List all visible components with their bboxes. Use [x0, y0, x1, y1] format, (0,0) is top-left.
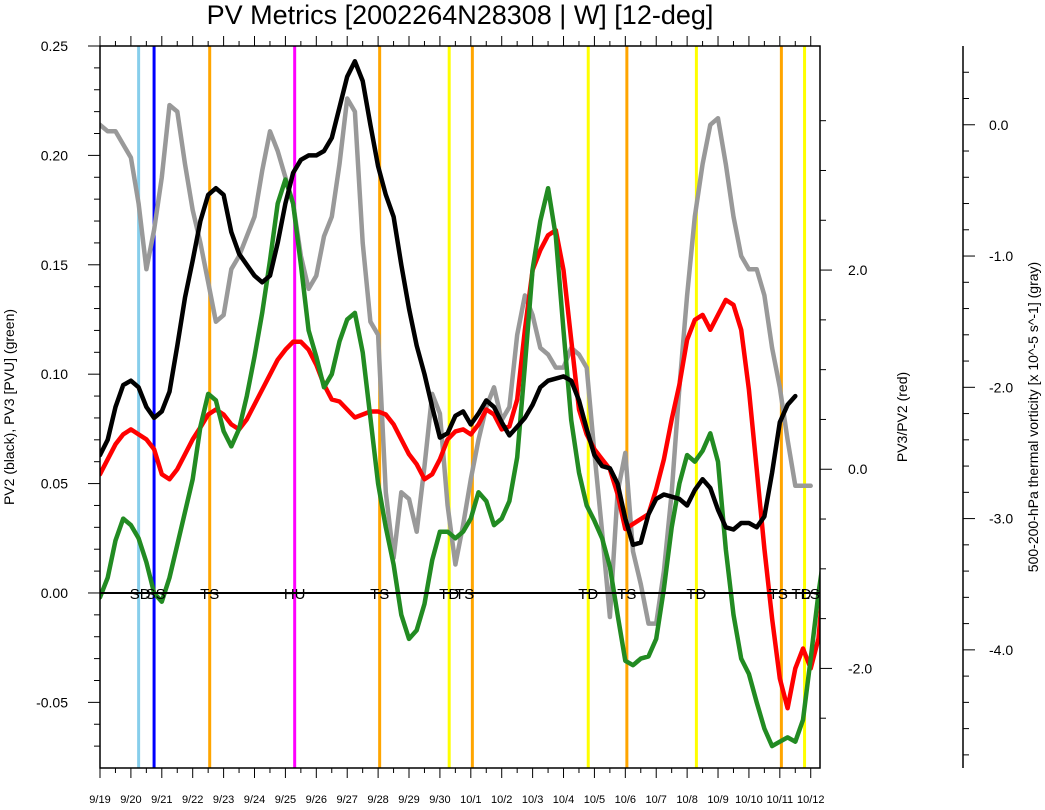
red-tick-label-2: 2.0	[848, 262, 868, 278]
stage-label-0: SD	[130, 586, 151, 603]
left-tick-label-6: 0.25	[41, 38, 68, 54]
left-tick-label-4: 0.15	[41, 257, 68, 273]
stage-label-2: TS	[200, 586, 219, 603]
x-axis-group: 9/19 9/20 9/21 9/22 9/23 9/24 9/25 9/26 9/27 9/28…	[89, 36, 825, 806]
gray-tick-label-0: -4.0	[989, 642, 1013, 658]
stage-label-7: TD	[578, 586, 598, 603]
gray-tick-label-3: -1.0	[989, 248, 1013, 264]
x-date-label-4: 9/23	[213, 794, 234, 805]
x-date-label-3: 9/22	[182, 794, 203, 805]
left-axis-group: -0.05 0.00 0.05 0.10 0.15 0.20 0.25	[36, 38, 100, 747]
gray-tick-label-4: 0.0	[989, 117, 1009, 133]
left-tick-label-2: 0.05	[41, 476, 68, 492]
x-date-label-20: 10/9	[707, 794, 728, 805]
left-axis-label: PV2 (black), PV3 [PVU] (green)	[1, 309, 17, 505]
stage-label-10: TS	[769, 586, 788, 603]
x-date-label-5: 9/24	[244, 794, 265, 805]
red-axis-group: -2.0 0.0 2.0	[820, 120, 872, 719]
stage-label-9: TD	[686, 586, 706, 603]
x-date-label-8: 9/27	[336, 794, 357, 805]
gray-axis-label: 500-200-hPa thermal vorticity [x 10^-5 s…	[1025, 262, 1041, 572]
left-tick-label-5: 0.20	[41, 147, 68, 163]
stage-label-8: TS	[617, 586, 636, 603]
x-date-label-7: 9/26	[306, 794, 327, 805]
x-date-label-0: 9/19	[89, 794, 110, 805]
pv2-black-series	[100, 59, 798, 548]
red-tick-label-0: -2.0	[848, 660, 872, 676]
stage-label-3: HU	[284, 586, 306, 603]
x-date-label-21: 10/10	[735, 794, 763, 805]
x-date-label-9: 9/28	[367, 794, 388, 805]
red-axis-label: PV3/PV2 (red)	[894, 372, 910, 462]
x-date-label-18: 10/7	[646, 794, 667, 805]
plot-frame-group	[99, 45, 821, 769]
left-tick-label-3: 0.10	[41, 366, 68, 382]
x-date-label-16: 10/5	[584, 794, 605, 805]
x-date-label-15: 10/4	[553, 794, 574, 805]
x-date-label-1: 9/20	[120, 794, 141, 805]
x-date-label-14: 10/3	[522, 794, 543, 805]
x-date-label-10: 9/29	[398, 794, 419, 805]
x-date-label-6: 9/25	[275, 794, 296, 805]
red-tick-label-1: 0.0	[848, 461, 868, 477]
left-tick-label-0: -0.05	[36, 694, 68, 710]
series-group	[100, 59, 820, 749]
stage-label-6: TS	[455, 586, 474, 603]
thermal-vorticity-gray-series	[100, 96, 813, 626]
pv-ratio-red-series	[100, 227, 820, 711]
plot-frame	[99, 45, 821, 769]
x-date-label-11: 9/30	[429, 794, 450, 805]
x-date-label-2: 9/21	[151, 794, 172, 805]
chart-title: PV Metrics [2002264N28308 | W] [12-deg]	[207, 0, 714, 30]
left-tick-label-1: 0.00	[41, 585, 68, 601]
pv3-green-series	[100, 177, 820, 749]
x-date-label-17: 10/6	[615, 794, 636, 805]
stage-label-4: TS	[370, 586, 389, 603]
stage-label-1: SS	[146, 586, 166, 603]
stage-label-5: TD	[439, 586, 459, 603]
gray-axis-group: -4.0 -3.0 -2.0 -1.0 0.0	[962, 46, 1013, 768]
stage-label-11: TD	[791, 586, 811, 603]
gray-tick-label-1: -3.0	[989, 511, 1013, 527]
x-date-label-22: 10/11	[766, 794, 793, 805]
gray-tick-label-2: -2.0	[989, 379, 1013, 395]
x-date-label-23: 10/12	[797, 794, 825, 805]
x-date-label-19: 10/8	[676, 794, 697, 805]
x-date-label-12: 10/1	[460, 794, 481, 805]
stage-label-12: LS	[802, 586, 820, 603]
x-date-label-13: 10/2	[491, 794, 512, 805]
